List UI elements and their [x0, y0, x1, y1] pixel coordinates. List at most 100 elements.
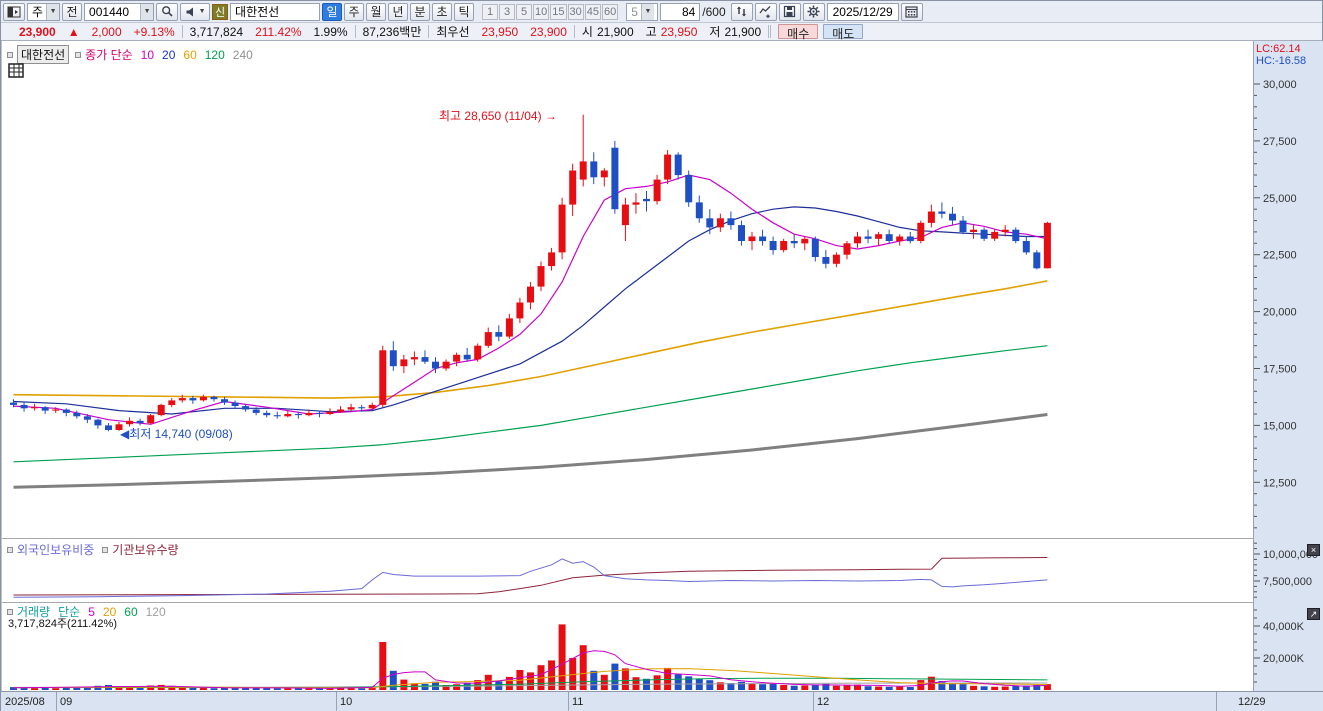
search-button[interactable] — [156, 2, 179, 21]
price-axis-column[interactable]: 30,000 27,500 25,000 22,500 20,000 17,500 15,0… — [1253, 41, 1323, 691]
ma-period-label-240: 240 — [232, 47, 253, 62]
volume-ma-periods: 5 20 60 120 — [88, 605, 173, 619]
interval-button-5[interactable]: 5 — [516, 3, 533, 20]
xaxis-label: 11 — [572, 696, 584, 708]
interval-button-30[interactable]: 30 — [567, 3, 584, 20]
month-separator — [1216, 692, 1217, 711]
holdings-legend-item: 외국인보유비중 — [17, 543, 95, 557]
open-price: 21,900 — [596, 24, 634, 39]
turnover-rate: 1.99% — [313, 24, 348, 39]
best-quote-label: 최우선 — [436, 25, 470, 39]
svg-text:20,000K: 20,000K — [1263, 653, 1305, 665]
chart-canvas[interactable] — [2, 41, 1254, 691]
jeon-button[interactable]: 전 — [62, 2, 83, 21]
xaxis-label: 12 — [817, 696, 830, 708]
svg-text:27,500: 27,500 — [1263, 136, 1297, 148]
gear-icon — [807, 5, 820, 18]
transfer-arrows-icon — [737, 6, 747, 17]
chevron-down-icon: ▼ — [640, 3, 654, 20]
trendline-plus-icon — [759, 6, 771, 18]
timeframe-button-초[interactable]: 초 — [432, 2, 453, 21]
interval-button-1[interactable]: 1 — [482, 3, 499, 20]
interval-button-15[interactable]: 15 — [550, 3, 567, 20]
panel-toggle-icon — [7, 6, 21, 17]
timeframe-button-월[interactable]: 월 — [366, 2, 387, 21]
timeframe-button-분[interactable]: 분 — [410, 2, 431, 21]
interval-button-10[interactable]: 10 — [533, 3, 550, 20]
settings-button[interactable] — [802, 2, 825, 21]
volume-ratio: 211.42% — [255, 24, 302, 39]
trade-value: 87,236백만 — [362, 25, 422, 39]
chevron-down-icon: ▼ — [198, 8, 206, 15]
volume-sub-label: 3,717,824주(211.42%) — [8, 618, 117, 630]
compare-transfer-button[interactable] — [730, 2, 753, 21]
date-field[interactable]: 2025/12/29 — [826, 2, 899, 21]
interval-button-60[interactable]: 60 — [602, 3, 619, 20]
legend-square-icon — [7, 608, 13, 615]
month-separator — [56, 692, 57, 711]
change-arrow: ▲ — [67, 24, 80, 39]
axis-ticks: 30,000 27,500 25,000 22,500 20,000 17,500 15,0… — [1254, 79, 1318, 683]
ma-period-label-10: 10 — [140, 47, 155, 62]
xaxis-label: 09 — [60, 696, 73, 708]
stock-code-input[interactable]: 001440 ▼ — [84, 2, 155, 21]
stock-code-value: 001440 — [89, 4, 130, 19]
legend-ma-type: 종가 단순 — [85, 48, 133, 62]
legend-stock-name[interactable]: 대한전선 — [17, 45, 70, 64]
data-grid-button[interactable] — [8, 63, 24, 83]
holdings-legend-item: 기관보유수량 — [112, 543, 179, 557]
legend-square-icon — [102, 546, 109, 553]
calendar-icon — [905, 6, 918, 18]
sound-button[interactable]: ▼ — [180, 2, 211, 21]
timeframe-button-일[interactable]: 일 — [322, 2, 343, 21]
xaxis-label: 10 — [340, 696, 353, 708]
change-percent: +9.13% — [133, 24, 175, 39]
stock-name-field[interactable]: 대한전선 — [230, 2, 321, 21]
timeframe-button-주[interactable]: 주 — [344, 2, 365, 21]
period-type-select[interactable]: 주 ▼ — [27, 2, 61, 21]
svg-text:7,500,000: 7,500,000 — [1263, 576, 1312, 588]
panel-toggle-button[interactable] — [3, 2, 25, 21]
change-value: 2,000 — [91, 24, 122, 39]
bar-count-input[interactable]: 84 — [660, 2, 701, 21]
low-label: 저 — [709, 25, 721, 39]
period-type-value: 주 — [32, 5, 44, 19]
speaker-icon — [186, 7, 193, 16]
interval-button-3[interactable]: 3 — [499, 3, 516, 20]
panel-close-button[interactable]: × — [1307, 544, 1320, 556]
month-separator — [336, 692, 337, 711]
annotation-low: ◀최저 14,740 (09/08) — [120, 427, 233, 441]
floppy-save-icon — [784, 5, 796, 18]
svg-text:17,500: 17,500 — [1263, 364, 1297, 376]
legend-square-icon — [75, 51, 82, 58]
save-button[interactable] — [778, 2, 801, 21]
volume-legend-type: 단순 — [58, 605, 81, 619]
interval-button-45[interactable]: 45 — [584, 3, 602, 20]
table-grid-icon — [8, 63, 24, 78]
ma-period-label-60: 60 — [183, 47, 197, 62]
timeframe-button-년[interactable]: 년 — [388, 2, 409, 21]
sell-button[interactable]: 매도 — [823, 24, 864, 41]
high-price: 23,950 — [660, 24, 698, 39]
svg-text:25,000: 25,000 — [1263, 193, 1297, 205]
interval-select[interactable]: 5 ▼ — [626, 2, 659, 21]
open-label: 시 — [581, 25, 593, 39]
infobar: 23,900 ▲ 2,000 +9.13% 3,717,824 211.42% … — [1, 23, 1322, 41]
buy-button[interactable]: 매수 — [778, 24, 819, 41]
panel-expand-button[interactable]: ↗ — [1307, 608, 1320, 620]
timeframe-button-틱[interactable]: 틱 — [454, 2, 475, 21]
month-separator — [568, 692, 569, 711]
interval-buttons: 1 3 5 10 15 30 45 60 — [482, 3, 619, 20]
svg-text:10,000,000: 10,000,000 — [1263, 549, 1318, 561]
annotation-high: 최고 28,650 (11/04) → — [439, 109, 557, 123]
lc-value: LC:62.14 — [1256, 43, 1301, 55]
calendar-button[interactable] — [900, 2, 923, 21]
time-axis[interactable]: 2025/08 09 10 11 12 12/29 — [1, 691, 1323, 711]
svg-text:15,000: 15,000 — [1263, 420, 1297, 432]
add-indicator-button[interactable] — [754, 2, 777, 21]
legend-square-icon — [7, 546, 13, 553]
holdings-legend: 외국인보유비중 기관보유수량 — [7, 541, 187, 558]
